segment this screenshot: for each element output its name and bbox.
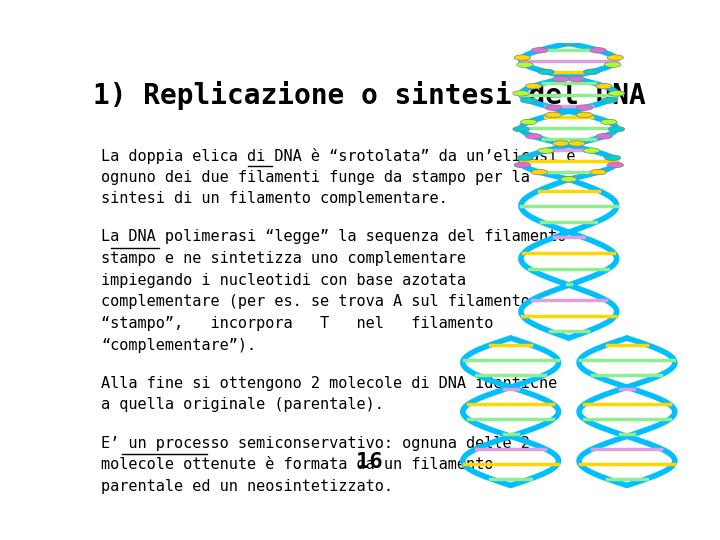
- Circle shape: [561, 177, 577, 182]
- Circle shape: [553, 76, 569, 82]
- Text: sintesi di un filamento complementare.: sintesi di un filamento complementare.: [101, 191, 448, 206]
- Circle shape: [531, 48, 548, 53]
- Circle shape: [608, 91, 625, 96]
- Text: a quella originale (parentale).: a quella originale (parentale).: [101, 397, 384, 413]
- Text: La doppia elica di DNA è “srotolata” da un’elicasi e: La doppia elica di DNA è “srotolata” da …: [101, 148, 576, 164]
- Text: impiegando i nucleotidi con base azotata: impiegando i nucleotidi con base azotata: [101, 273, 466, 288]
- Circle shape: [576, 112, 593, 118]
- Text: “stampo”,   incorpora   T   nel   filamento: “stampo”, incorpora T nel filamento: [101, 316, 493, 331]
- Circle shape: [604, 62, 621, 68]
- Circle shape: [553, 141, 569, 146]
- Circle shape: [561, 40, 577, 46]
- Text: E’ un processo semiconservativo: ognuna delle 2: E’ un processo semiconservativo: ognuna …: [101, 436, 530, 451]
- Text: complementare (per es. se trova A sul filamento: complementare (per es. se trova A sul fi…: [101, 294, 530, 309]
- Circle shape: [583, 69, 600, 75]
- Circle shape: [600, 119, 617, 125]
- Circle shape: [590, 170, 606, 175]
- Circle shape: [521, 119, 537, 125]
- Circle shape: [607, 162, 624, 168]
- Circle shape: [607, 55, 624, 60]
- Circle shape: [513, 126, 529, 132]
- Circle shape: [583, 148, 600, 153]
- Circle shape: [569, 76, 585, 82]
- Text: 16: 16: [356, 453, 382, 472]
- Circle shape: [576, 105, 593, 110]
- Text: ognuno dei due filamenti funge da stampo per la: ognuno dei due filamenti funge da stampo…: [101, 170, 530, 185]
- Text: La doppia elica di DNA è “srotolata” da un’: La doppia elica di DNA è “srotolata” da …: [101, 148, 493, 164]
- Circle shape: [538, 148, 554, 153]
- Circle shape: [526, 84, 541, 89]
- Circle shape: [561, 40, 577, 46]
- Circle shape: [531, 170, 548, 175]
- Text: molecole ottenute è formata da un filamento: molecole ottenute è formata da un filame…: [101, 457, 493, 472]
- Circle shape: [590, 48, 606, 53]
- Text: La DNA polimerasi “legge” la sequenza del filamento: La DNA polimerasi “legge” la sequenza de…: [101, 230, 567, 245]
- Circle shape: [604, 155, 621, 160]
- Circle shape: [569, 141, 585, 146]
- Circle shape: [545, 105, 562, 110]
- Circle shape: [517, 62, 534, 68]
- Circle shape: [545, 112, 562, 118]
- Circle shape: [561, 177, 577, 182]
- Text: “complementare”).: “complementare”).: [101, 338, 256, 353]
- Text: Alla fine si ottengono 2 molecole di DNA identiche: Alla fine si ottengono 2 molecole di DNA…: [101, 376, 557, 391]
- Circle shape: [608, 126, 625, 132]
- Circle shape: [526, 133, 541, 139]
- Circle shape: [513, 91, 529, 96]
- Circle shape: [596, 133, 612, 139]
- Circle shape: [596, 84, 612, 89]
- Text: 1) Replicazione o sintesi del DNA: 1) Replicazione o sintesi del DNA: [93, 82, 645, 111]
- Circle shape: [514, 162, 531, 168]
- Circle shape: [600, 98, 617, 103]
- Circle shape: [521, 98, 537, 103]
- Circle shape: [538, 69, 554, 75]
- Text: stampo e ne sintetizza uno complementare: stampo e ne sintetizza uno complementare: [101, 251, 466, 266]
- Circle shape: [517, 155, 534, 160]
- Text: parentale ed un neosintetizzato.: parentale ed un neosintetizzato.: [101, 479, 393, 494]
- Circle shape: [514, 55, 531, 60]
